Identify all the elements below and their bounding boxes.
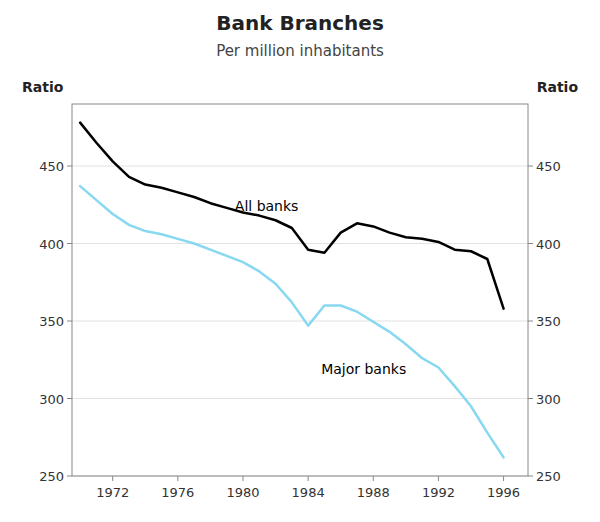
- title: Bank Branches: [216, 11, 384, 35]
- annotation: All banks: [235, 198, 299, 214]
- y2-tick: [528, 476, 533, 477]
- x-tick: [112, 476, 113, 481]
- y2-tick: [528, 243, 533, 244]
- y2-tick-label: 250: [536, 469, 561, 484]
- x-tick-label: 1976: [161, 485, 194, 500]
- chart: Bank Branches Per million inhabitants Rati…: [0, 0, 600, 522]
- x-tick: [373, 476, 374, 481]
- annotations: All banks Major banks: [235, 198, 406, 377]
- y-tick-label: 350: [39, 314, 64, 329]
- y-axis-label: Ratio: [22, 79, 64, 95]
- series-line: [80, 123, 503, 309]
- plot-frame: [72, 104, 528, 476]
- grid-line: [72, 243, 528, 244]
- x-tick: [438, 476, 439, 481]
- y2-tick-label: 450: [536, 159, 561, 174]
- y-tick-label: 300: [39, 392, 64, 407]
- series-line: [80, 186, 503, 457]
- y-tick: [67, 321, 72, 322]
- y-tick-label: 400: [39, 237, 64, 252]
- x-tick-label: 1972: [96, 485, 129, 500]
- grid: [72, 166, 528, 476]
- x-tick-label: 1980: [226, 485, 259, 500]
- x-tick: [308, 476, 309, 481]
- x-tick-label: 1996: [487, 485, 520, 500]
- y-tick: [67, 398, 72, 399]
- grid-line: [72, 321, 528, 322]
- x-tick: [503, 476, 504, 481]
- series-group: [80, 123, 503, 458]
- x-tick-label: 1988: [357, 485, 390, 500]
- axes: 250 300 350 400 450 250 300 350 400 450 1972 1976 19…: [39, 159, 561, 500]
- subtitle: Per million inhabitants: [216, 42, 384, 60]
- y-tick-label: 250: [39, 469, 64, 484]
- y2-tick: [528, 398, 533, 399]
- y-tick: [67, 243, 72, 244]
- y2-axis-label: Ratio: [537, 79, 579, 95]
- y2-tick: [528, 166, 533, 167]
- x-tick-label: 1992: [422, 485, 455, 500]
- y2-tick: [528, 321, 533, 322]
- y2-tick-label: 300: [536, 392, 561, 407]
- y2-tick-label: 350: [536, 314, 561, 329]
- x-tick: [243, 476, 244, 481]
- y-tick-label: 450: [39, 159, 64, 174]
- grid-line: [72, 398, 528, 399]
- y-tick: [67, 476, 72, 477]
- y-tick: [67, 166, 72, 167]
- annotation: Major banks: [321, 361, 406, 377]
- x-tick-label: 1984: [292, 485, 325, 500]
- grid-line: [72, 166, 528, 167]
- x-tick: [177, 476, 178, 481]
- y2-tick-label: 400: [536, 237, 561, 252]
